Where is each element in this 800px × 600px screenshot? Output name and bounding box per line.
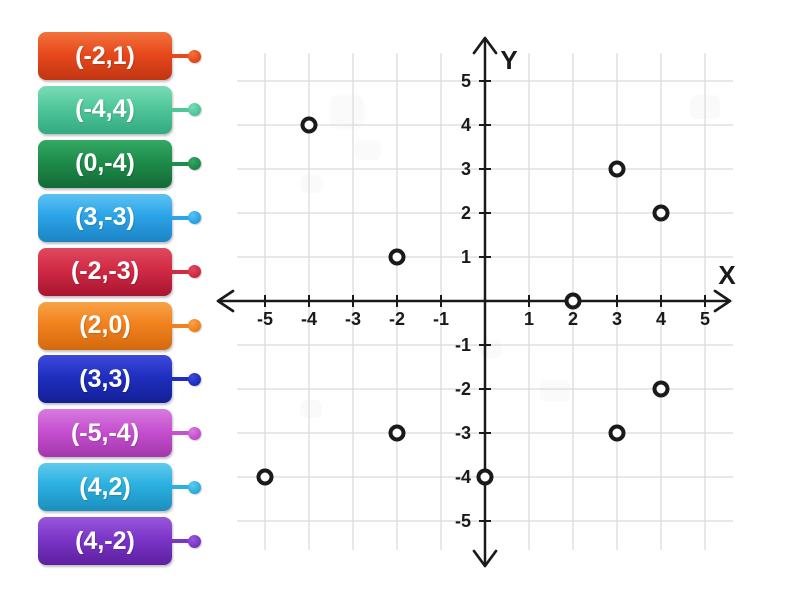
svg-text:-5: -5: [257, 309, 273, 329]
svg-text:X: X: [718, 260, 736, 290]
svg-text:-4: -4: [301, 309, 317, 329]
svg-text:4: 4: [461, 115, 471, 135]
svg-text:-1: -1: [433, 309, 449, 329]
svg-text:-5: -5: [455, 511, 471, 531]
svg-text:-4: -4: [455, 467, 471, 487]
svg-text:Y: Y: [500, 45, 517, 75]
svg-text:2: 2: [461, 203, 471, 223]
svg-text:3: 3: [461, 159, 471, 179]
svg-text:-1: -1: [455, 335, 471, 355]
svg-text:-3: -3: [455, 423, 471, 443]
svg-text:2: 2: [568, 309, 578, 329]
svg-text:-2: -2: [389, 309, 405, 329]
svg-text:1: 1: [461, 247, 471, 267]
svg-text:4: 4: [656, 309, 666, 329]
svg-text:1: 1: [524, 309, 534, 329]
svg-text:5: 5: [461, 71, 471, 91]
svg-text:5: 5: [700, 309, 710, 329]
svg-text:-3: -3: [345, 309, 361, 329]
svg-text:-2: -2: [455, 379, 471, 399]
svg-text:3: 3: [612, 309, 622, 329]
